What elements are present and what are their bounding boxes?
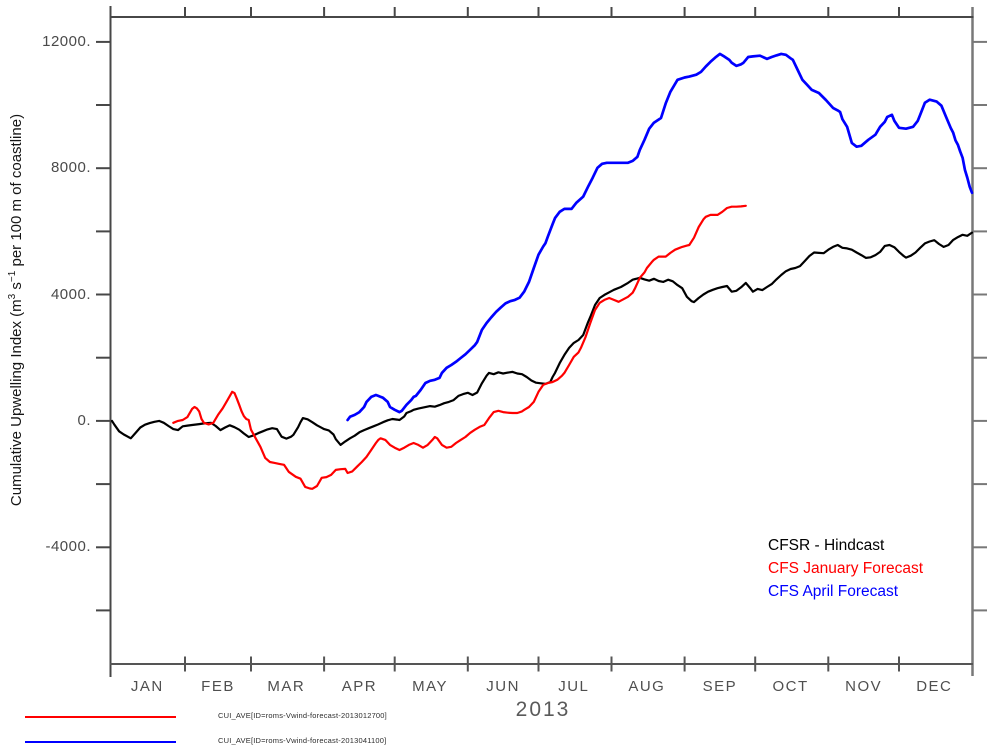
series-line-cfs-january-forecast	[172, 204, 747, 490]
inplot-legend: CFSR - Hindcast CFS January Forecast CFS…	[768, 534, 923, 603]
x-tick-label-jun: JUN	[486, 678, 520, 695]
x-tick-label-aug: AUG	[628, 678, 666, 695]
legend-line-sample-blue	[25, 741, 176, 743]
series-line-cfs-april-forecast	[346, 52, 974, 422]
legend-run-id-january: CUI_AVE[ID=roms-Vwind-forecast-201301270…	[218, 711, 387, 720]
y-tick-label: 0.	[77, 411, 91, 429]
x-tick-label-jul: JUL	[558, 678, 590, 695]
y-tick-label: 4000.	[50, 285, 91, 303]
y-tick-label: 12000.	[42, 32, 91, 50]
y-tick-label: -4000.	[45, 538, 91, 556]
bottom-legend-row-april: CUI_AVE[ID=roms-Vwind-forecast-201304110…	[0, 733, 600, 747]
legend-run-id-april: CUI_AVE[ID=roms-Vwind-forecast-201304110…	[218, 736, 387, 745]
x-axis-year-label: 2013	[515, 698, 571, 721]
x-tick-label-mar: MAR	[267, 678, 306, 695]
legend-entry-hindcast: CFSR - Hindcast	[768, 537, 885, 554]
y-axis-title: Cumulative Upwelling Index (m3 s−1 per 1…	[7, 113, 25, 507]
x-tick-label-dec: DEC	[916, 678, 953, 695]
y-tick-label: 8000.	[50, 159, 91, 177]
x-tick-label-may: MAY	[412, 678, 449, 695]
legend-entry-april-forecast: CFS April Forecast	[768, 583, 899, 600]
x-tick-label-oct: OCT	[772, 678, 809, 695]
series-line-cfsr-hindcast	[110, 231, 974, 446]
x-tick-label-sep: SEP	[702, 678, 738, 695]
x-tick-label-nov: NOV	[845, 678, 883, 695]
x-tick-label-apr: APR	[341, 678, 378, 695]
legend-line-sample-red	[25, 716, 176, 718]
bottom-legend-row-january: CUI_AVE[ID=roms-Vwind-forecast-201301270…	[0, 708, 600, 722]
legend-entry-january-forecast: CFS January Forecast	[768, 560, 924, 577]
x-tick-label-jan: JAN	[130, 678, 164, 695]
x-tick-label-feb: FEB	[201, 678, 235, 695]
